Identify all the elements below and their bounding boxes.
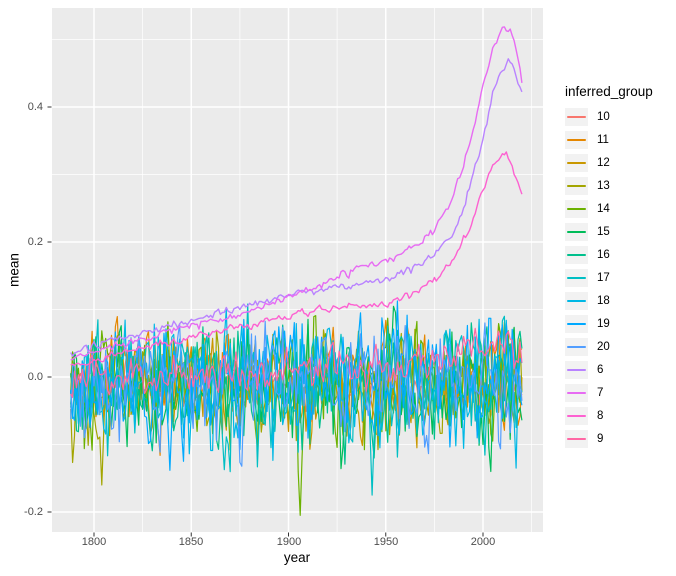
legend-item-label: 12 — [597, 157, 610, 169]
legend-item-label: 8 — [597, 410, 604, 422]
y-tick-label: -0.2 — [24, 506, 43, 518]
legend-key-line-icon — [567, 162, 586, 164]
legend-item-label: 18 — [597, 295, 610, 307]
legend-item-label: 7 — [597, 387, 604, 399]
legend-key-line-icon — [567, 346, 586, 348]
legend-item-label: 17 — [597, 272, 610, 284]
legend-item-14: 14 — [565, 200, 653, 218]
legend-key — [565, 108, 588, 126]
legend-item-11: 11 — [565, 131, 653, 149]
legend-key-line-icon — [567, 254, 586, 256]
legend-item-18: 18 — [565, 292, 653, 310]
y-tick-label: 0.2 — [27, 236, 43, 248]
legend-key — [565, 131, 588, 149]
x-axis-title: year — [283, 550, 311, 565]
legend-item-15: 15 — [565, 223, 653, 241]
legend-item-label: 16 — [597, 249, 610, 261]
legend-item-9: 9 — [565, 430, 653, 448]
legend-item-6: 6 — [565, 361, 653, 379]
x-tick-label: 2000 — [470, 536, 496, 548]
legend-item-label: 14 — [597, 203, 610, 215]
legend-item-10: 10 — [565, 108, 653, 126]
legend-item-17: 17 — [565, 269, 653, 287]
legend-item-label: 6 — [597, 364, 604, 376]
y-axis-title: mean — [6, 253, 22, 287]
series-line-9 — [70, 327, 523, 399]
legend-item-label: 15 — [597, 226, 610, 238]
legend-key — [565, 338, 588, 356]
legend-item-label: 9 — [597, 433, 604, 445]
legend: inferred_group 10 11 12 13 14 15 16 17 18 19 20 6 7 8… — [565, 84, 653, 453]
x-tick-label: 1800 — [81, 536, 107, 548]
legend-item-7: 7 — [565, 384, 653, 402]
x-tick-label: 1850 — [178, 536, 204, 548]
y-tick-label: 0.4 — [27, 101, 43, 113]
legend-key-line-icon — [567, 139, 586, 141]
legend-item-19: 19 — [565, 315, 653, 333]
legend-key — [565, 430, 588, 448]
legend-item-8: 8 — [565, 407, 653, 425]
legend-key — [565, 407, 588, 425]
legend-key — [565, 200, 588, 218]
legend-key — [565, 384, 588, 402]
legend-item-20: 20 — [565, 338, 653, 356]
legend-key-line-icon — [567, 208, 586, 210]
series-lines — [70, 26, 523, 516]
legend-key-line-icon — [567, 116, 586, 118]
legend-item-label: 19 — [597, 318, 610, 330]
legend-key-line-icon — [567, 392, 586, 394]
legend-key — [565, 292, 588, 310]
legend-items: 10 11 12 13 14 15 16 17 18 19 20 6 7 8 9 — [565, 108, 653, 448]
legend-item-16: 16 — [565, 246, 653, 264]
legend-key — [565, 315, 588, 333]
legend-key-line-icon — [567, 277, 586, 279]
series-line-8 — [70, 151, 523, 366]
legend-key — [565, 269, 588, 287]
legend-key-line-icon — [567, 231, 586, 233]
x-tick-label: 1950 — [373, 536, 399, 548]
legend-key — [565, 177, 588, 195]
legend-key-line-icon — [567, 438, 586, 440]
legend-key-line-icon — [567, 415, 586, 417]
legend-item-13: 13 — [565, 177, 653, 195]
legend-item-label: 20 — [597, 341, 610, 353]
legend-title: inferred_group — [565, 84, 653, 99]
legend-key-line-icon — [567, 300, 586, 302]
series-line-6 — [70, 58, 523, 357]
legend-key-line-icon — [567, 323, 586, 325]
legend-item-12: 12 — [565, 154, 653, 172]
legend-key — [565, 154, 588, 172]
legend-key — [565, 246, 588, 264]
legend-item-label: 10 — [597, 111, 610, 123]
y-tick-label: 0.0 — [27, 371, 43, 383]
legend-item-label: 13 — [597, 180, 610, 192]
legend-key-line-icon — [567, 369, 586, 371]
legend-item-label: 11 — [597, 134, 609, 146]
legend-key — [565, 223, 588, 241]
x-tick-label: 1900 — [276, 536, 302, 548]
series-line-13 — [70, 321, 523, 486]
legend-key — [565, 361, 588, 379]
legend-key-line-icon — [567, 185, 586, 187]
series-line-20 — [70, 320, 523, 467]
series-line-7 — [70, 26, 523, 361]
